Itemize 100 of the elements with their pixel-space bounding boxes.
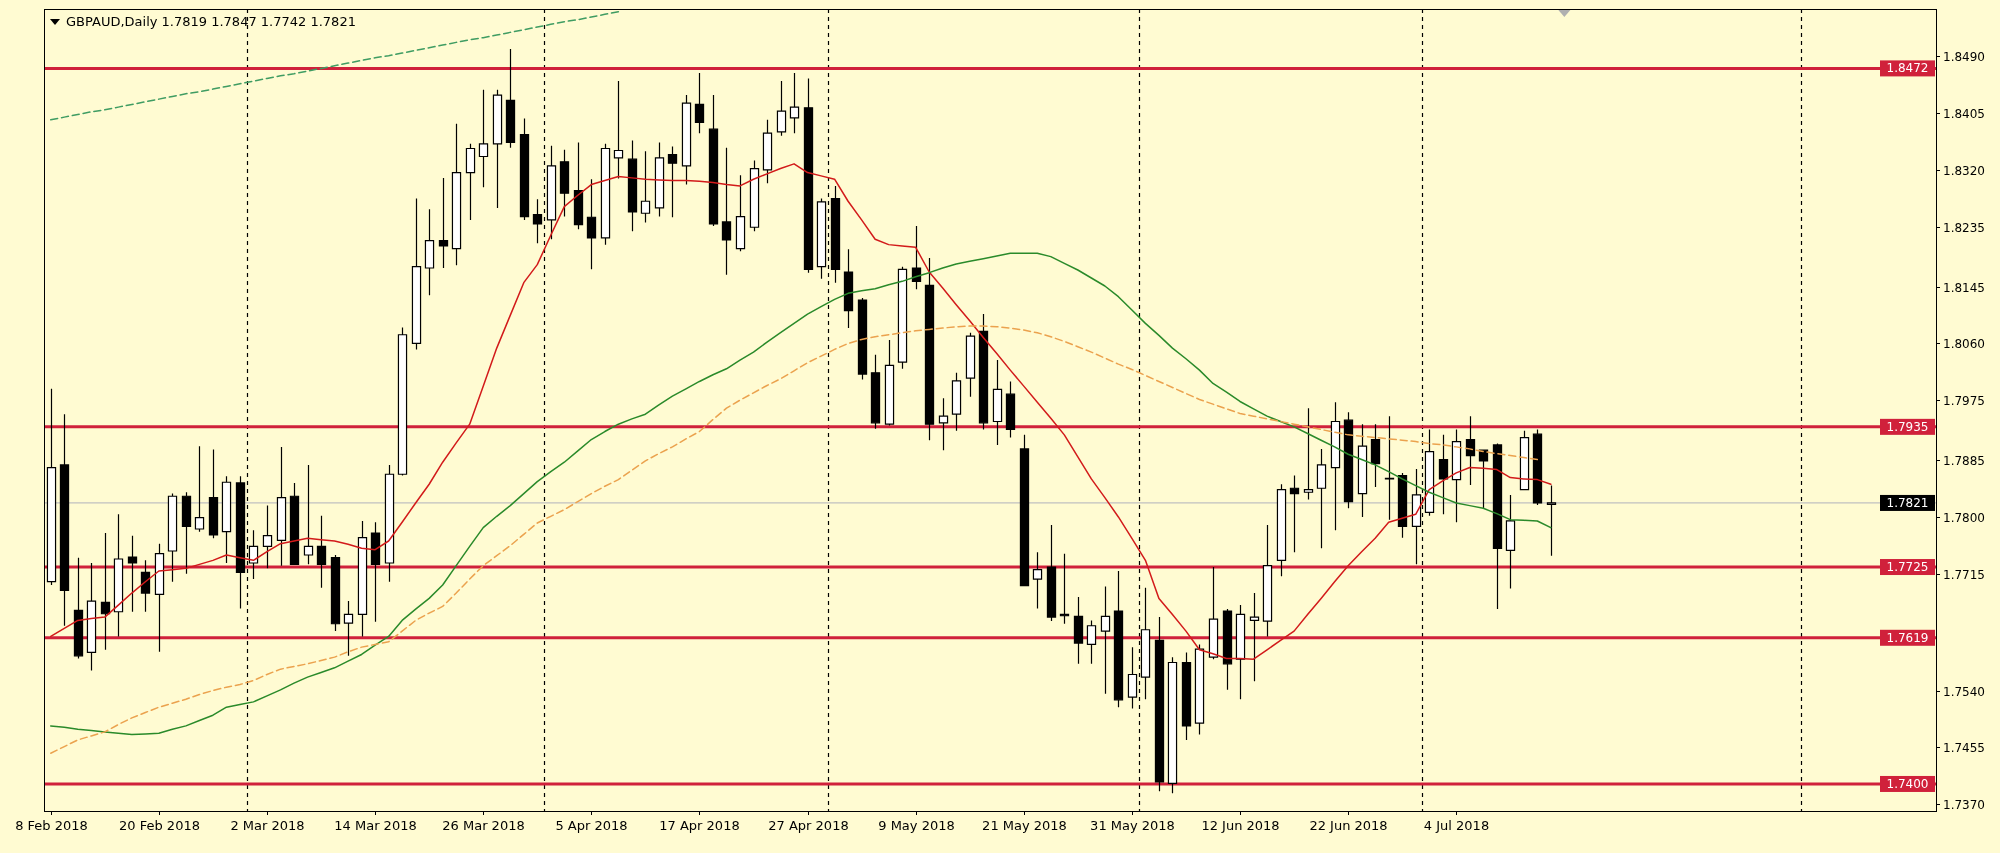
candlestick <box>1357 423 1368 518</box>
candlestick <box>262 505 273 569</box>
candlestick <box>46 388 57 586</box>
y-tick-label: 1.8060 <box>1943 336 1985 351</box>
candlestick <box>708 94 719 227</box>
candlestick <box>1316 448 1327 549</box>
candlestick <box>992 359 1003 446</box>
candlestick <box>100 532 111 651</box>
candlestick <box>465 143 476 221</box>
candlestick <box>1046 524 1057 622</box>
candlestick <box>1181 651 1192 741</box>
ref-line-label: 1.7725 <box>1886 560 1929 575</box>
candlestick <box>1546 484 1557 557</box>
chart-title: GBPAUD,Daily 1.7819 1.7847 1.7742 1.7821 <box>66 14 356 29</box>
candlestick <box>749 159 760 232</box>
line-series <box>50 163 1552 660</box>
candlestick <box>194 445 205 533</box>
y-tick-label: 1.7540 <box>1943 684 1985 699</box>
candlestick <box>505 48 516 149</box>
candlestick <box>384 464 395 583</box>
candlestick <box>1194 643 1205 736</box>
candlestick <box>735 174 746 252</box>
x-tick-label: 12 Jun 2018 <box>1201 818 1280 833</box>
ref-line-label: 1.7619 <box>1886 630 1929 645</box>
candlestick <box>884 339 895 427</box>
y-tick-label: 1.7715 <box>1943 567 1985 582</box>
x-tick-label: 26 Mar 2018 <box>442 818 525 833</box>
candlestick <box>208 448 219 539</box>
y-tick-label: 1.7885 <box>1943 453 1985 468</box>
candlestick <box>1330 401 1341 531</box>
candlestick <box>438 177 449 269</box>
ref-line-label: 1.7935 <box>1886 419 1929 434</box>
candlestick <box>1424 428 1435 517</box>
candlestick <box>1100 585 1111 695</box>
candlestick <box>1370 423 1381 488</box>
candlestick <box>370 521 381 623</box>
candlestick <box>897 266 908 370</box>
candlestick <box>127 535 138 613</box>
x-tick-label: 21 May 2018 <box>982 818 1067 833</box>
candlestick <box>1235 604 1246 700</box>
candlestick <box>640 150 651 224</box>
candlestick <box>978 313 989 431</box>
candlestick <box>316 515 327 589</box>
candlestick <box>816 197 827 280</box>
candlestick <box>1032 551 1043 610</box>
candlestick <box>167 493 178 583</box>
y-tick-label: 1.8235 <box>1943 220 1985 235</box>
candlestick <box>397 326 408 477</box>
candlestick <box>843 248 854 329</box>
y-tick-label: 1.8145 <box>1943 280 1985 295</box>
x-tick-label: 9 May 2018 <box>878 818 955 833</box>
x-tick-label: 2 Mar 2018 <box>230 818 305 833</box>
candlestick <box>343 600 354 657</box>
y-tick-label: 1.7370 <box>1943 797 1985 812</box>
line-series <box>50 10 620 121</box>
candlestick <box>1073 596 1084 665</box>
candlestick <box>586 178 597 270</box>
candlestick <box>627 139 638 232</box>
candlestick <box>762 119 773 184</box>
candlestick <box>1276 483 1287 577</box>
candlestick <box>532 198 543 244</box>
candlestick <box>411 197 422 351</box>
candlestick <box>1397 472 1408 539</box>
candlestick <box>1059 553 1070 625</box>
candlestick <box>600 143 611 246</box>
candlestick <box>424 208 435 296</box>
candlestick <box>681 94 692 186</box>
candlestick <box>694 72 705 134</box>
candlestick <box>73 557 84 660</box>
ref-line-label: 1.7400 <box>1886 776 1929 791</box>
candlestick <box>1208 566 1219 660</box>
candlestick <box>1005 380 1016 439</box>
candlestick <box>938 397 949 451</box>
candlestick <box>1154 616 1165 792</box>
candlestick <box>1478 449 1489 509</box>
candlestick <box>613 80 624 180</box>
candlestick <box>1019 434 1030 587</box>
candlestick <box>667 145 678 218</box>
ref-line-label: 1.8472 <box>1886 61 1929 76</box>
candlestick <box>478 89 489 188</box>
candlestick <box>1167 656 1178 794</box>
y-tick-label: 1.8320 <box>1943 163 1985 178</box>
y-tick-label: 1.8405 <box>1943 106 1985 121</box>
y-tick-label: 1.7800 <box>1943 510 1985 525</box>
candlestick <box>1303 407 1314 501</box>
candlestick <box>451 123 462 266</box>
candlestick <box>86 562 97 672</box>
candlestick <box>221 475 232 564</box>
candlestick <box>870 354 881 430</box>
y-tick-label: 1.8490 <box>1943 49 1985 64</box>
candlestick <box>1222 608 1233 691</box>
candlestick <box>330 554 341 632</box>
candlestick <box>1465 415 1476 486</box>
candlestick <box>1384 415 1395 521</box>
candlestick <box>1262 524 1273 638</box>
candlestick <box>276 446 287 567</box>
candlestick <box>59 413 70 627</box>
candlestick <box>303 464 314 565</box>
candlestick <box>721 147 732 276</box>
x-tick-label: 5 Apr 2018 <box>555 818 628 833</box>
